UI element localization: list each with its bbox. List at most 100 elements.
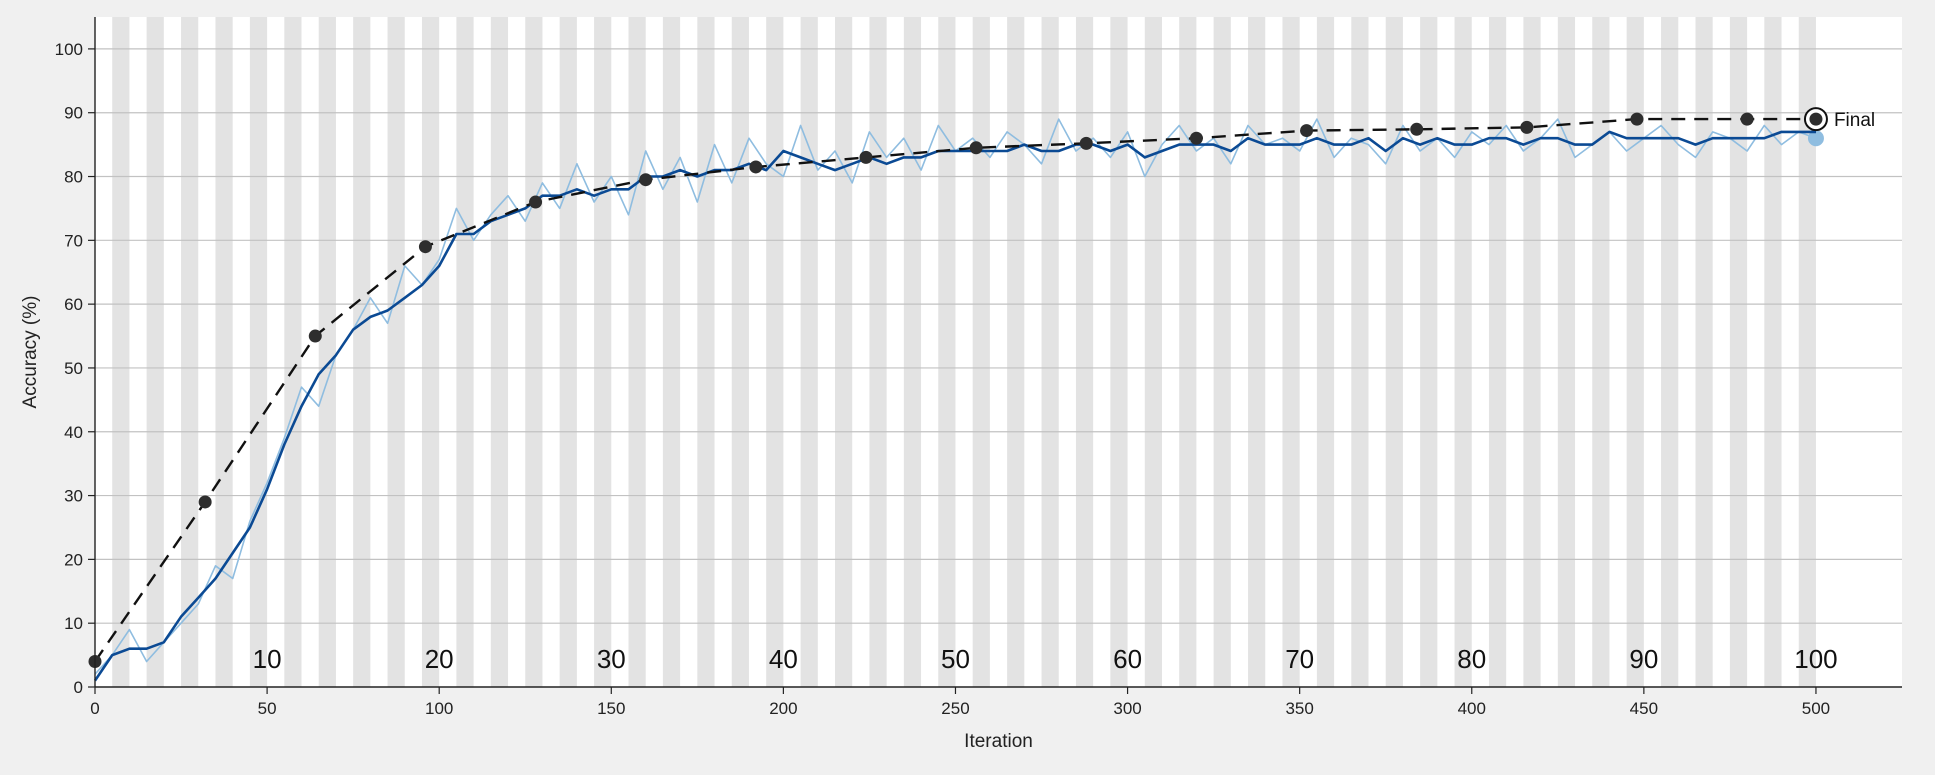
axes [88,17,1902,694]
x-tick-label: 350 [1285,699,1313,718]
validation-point [639,173,653,187]
epoch-band [1110,17,1128,687]
epoch-band [972,17,990,687]
epoch-band [1454,17,1472,687]
epoch-band [490,17,509,687]
epoch-band [1385,17,1403,687]
validation-point [1079,136,1093,150]
epoch-label: 50 [941,644,970,674]
epoch-band [869,17,887,687]
x-tick-label: 450 [1630,699,1658,718]
epoch-band [1075,17,1094,687]
epoch-band [112,17,130,687]
epoch-band [766,17,784,687]
epoch-band [1626,17,1644,687]
epoch-label: 80 [1457,644,1486,674]
epoch-band [525,17,543,687]
epoch-band [421,17,440,687]
validation-point [198,495,212,509]
epoch-band [456,17,474,687]
x-tick-label: 150 [597,699,625,718]
grid-lines [95,48,1902,624]
epoch-band [284,17,302,687]
epoch-label: 60 [1113,644,1142,674]
y-tick-label: 40 [64,423,83,442]
epoch-band [1282,17,1300,687]
epoch-band [1661,17,1679,687]
epoch-band [938,17,956,687]
y-tick-label: 100 [55,40,83,59]
y-tick-label: 30 [64,487,83,506]
epoch-band [1592,17,1610,687]
epoch-band [1007,17,1025,687]
epoch-band [559,17,577,687]
epoch-band [697,17,715,687]
epoch-band [215,17,233,687]
epoch-band [1316,17,1335,687]
y-tick-label: 20 [64,550,83,569]
validation-point [308,329,322,343]
epoch-band [1179,17,1197,687]
y-tick-label: 60 [64,295,83,314]
validation-point [1189,131,1203,145]
epoch-label: 10 [253,644,282,674]
epoch-band [628,17,646,687]
epoch-label: 40 [769,644,798,674]
epoch-band [318,17,336,687]
x-tick-label: 50 [258,699,277,718]
x-tick-label: 0 [90,699,99,718]
epoch-band [594,17,612,687]
epoch-band [662,17,681,687]
epoch-label: 20 [425,644,454,674]
epoch-band [903,17,922,687]
final-annotation-label: Final [1834,110,1875,131]
epoch-band [387,17,405,687]
epoch-band [146,17,164,687]
y-tick-label: 50 [64,359,83,378]
epoch-label: 100 [1794,644,1837,674]
epoch-band [1213,17,1231,687]
series-layer: Final [88,107,1875,682]
validation-point [969,141,983,155]
x-tick-label: 400 [1458,699,1486,718]
epoch-band [731,17,749,687]
validation-point [1410,122,1424,136]
epoch-band [800,17,818,687]
epoch-band [1523,17,1541,687]
validation-point [1300,124,1314,138]
validation-accuracy-line [94,117,1816,663]
epoch-band [835,17,853,687]
epoch-band [1041,17,1059,687]
validation-point [1740,112,1754,126]
x-axis-title: Iteration [964,731,1033,752]
epoch-band [249,17,268,687]
validation-point [859,150,873,164]
validation-point [1630,112,1644,126]
epoch-band [353,17,371,687]
final-marker-dot [1809,112,1823,126]
epoch-label-group: 10 20 30 40 50 60 70 80 90 100 [253,644,1838,674]
epoch-band [1557,17,1576,687]
epoch-label: 70 [1285,644,1314,674]
epoch-band [1729,17,1748,687]
x-tick-label: 100 [425,699,453,718]
y-axis-title: Accuracy (%) [20,296,41,409]
epoch-band [1144,17,1162,687]
epoch-bands [112,17,1816,687]
epoch-label: 30 [597,644,626,674]
y-tick-label: 90 [64,104,83,123]
validation-point [529,195,543,209]
epoch-band [1488,17,1507,687]
x-tick-label: 250 [941,699,969,718]
epoch-band [1351,17,1369,687]
epoch-band [1248,17,1266,687]
x-tick-label: 300 [1113,699,1141,718]
epoch-label: 90 [1629,644,1658,674]
tick-label-group: 0 10 20 30 40 50 60 70 80 90 100 0 50 100 150 200 250 300… [55,40,1831,718]
y-tick-label: 70 [64,231,83,250]
y-tick-label: 80 [64,168,83,187]
epoch-band [1695,17,1713,687]
x-tick-label: 500 [1802,699,1830,718]
validation-point [1520,120,1534,134]
